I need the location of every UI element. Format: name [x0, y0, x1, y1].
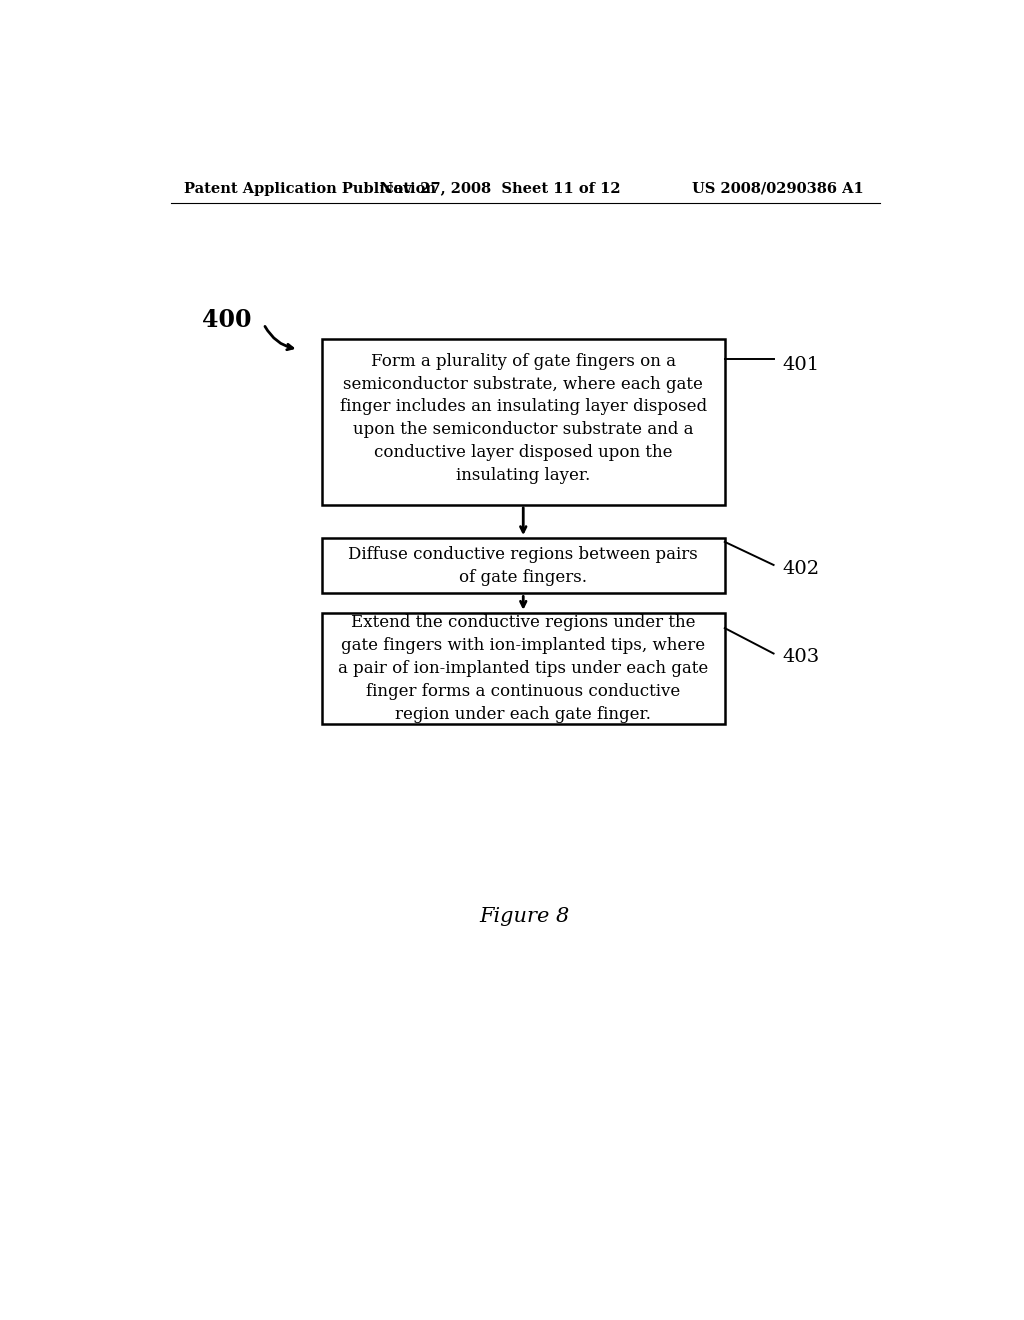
Text: Nov. 27, 2008  Sheet 11 of 12: Nov. 27, 2008 Sheet 11 of 12	[380, 182, 621, 195]
Bar	[322, 339, 725, 506]
Text: US 2008/0290386 A1: US 2008/0290386 A1	[692, 182, 864, 195]
Bar	[322, 612, 725, 725]
Text: Extend the conductive regions under the
gate fingers with ion-implanted tips, wh: Extend the conductive regions under the …	[338, 614, 709, 723]
Text: Figure 8: Figure 8	[479, 907, 570, 927]
Text: 400: 400	[202, 308, 251, 333]
Text: 402: 402	[783, 560, 820, 578]
Text: Diffuse conductive regions between pairs
of gate fingers.: Diffuse conductive regions between pairs…	[348, 545, 698, 586]
Text: 401: 401	[783, 356, 820, 374]
Text: Patent Application Publication: Patent Application Publication	[183, 182, 436, 195]
Text: Form a plurality of gate fingers on a
semiconductor substrate, where each gate
f: Form a plurality of gate fingers on a se…	[340, 352, 707, 484]
Bar	[322, 539, 725, 594]
Text: 403: 403	[783, 648, 820, 667]
